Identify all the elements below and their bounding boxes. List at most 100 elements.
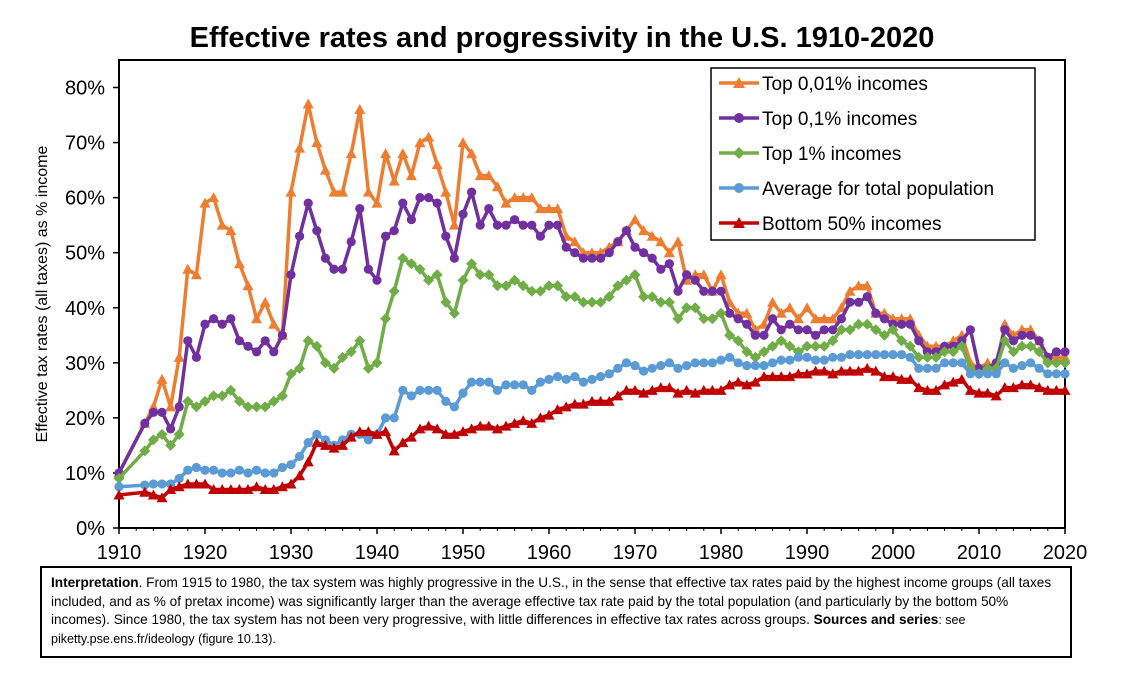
data-point: [423, 274, 435, 286]
data-point: [689, 387, 701, 398]
data-point: [431, 269, 443, 281]
data-point: [655, 296, 667, 308]
data-point: [311, 340, 323, 352]
y-tick-label: 30%: [65, 353, 105, 375]
data-point: [639, 366, 649, 376]
data-point: [639, 248, 649, 258]
legend-swatch-marker: [733, 217, 745, 228]
data-point: [861, 318, 873, 330]
data-point: [216, 219, 228, 230]
data-point: [156, 373, 168, 384]
data-point: [225, 384, 237, 396]
data-point: [706, 384, 718, 395]
data-point: [1017, 330, 1027, 340]
data-point: [432, 198, 442, 208]
data-point: [775, 335, 787, 347]
data-point: [165, 483, 177, 494]
data-point: [406, 391, 416, 401]
data-point: [715, 307, 727, 319]
legend-label: Top 0,01% incomes: [762, 74, 928, 95]
data-point: [1042, 384, 1054, 395]
data-point: [836, 314, 847, 324]
data-point: [620, 384, 632, 395]
data-point: [543, 409, 555, 420]
interpretation-text: . From 1915 to 1980, the tax system was …: [51, 575, 1052, 628]
data-point: [1026, 330, 1036, 340]
data-point: [337, 439, 349, 450]
data-point: [854, 349, 864, 360]
data-point: [569, 398, 581, 409]
data-point: [199, 197, 211, 208]
data-point: [312, 226, 322, 236]
data-point: [1034, 336, 1044, 346]
data-point: [905, 319, 915, 329]
data-point: [853, 365, 865, 376]
data-point: [345, 431, 357, 442]
data-point: [251, 313, 263, 324]
data-point: [758, 371, 770, 382]
data-point: [303, 438, 313, 448]
data-point: [663, 382, 675, 393]
data-point: [853, 318, 865, 330]
data-point: [295, 451, 305, 462]
data-point: [543, 280, 555, 292]
data-point: [801, 340, 813, 352]
data-point: [776, 325, 786, 335]
data-point: [1059, 351, 1071, 362]
data-point: [113, 489, 125, 500]
data-point: [1016, 379, 1028, 390]
data-point: [699, 358, 709, 368]
data-point: [354, 335, 366, 347]
data-point: [897, 319, 907, 329]
data-point: [234, 336, 244, 346]
data-point: [776, 355, 786, 365]
data-point: [879, 349, 890, 360]
data-point: [148, 407, 158, 417]
data-point: [544, 220, 554, 230]
data-point: [174, 402, 184, 412]
data-point: [914, 363, 924, 373]
data-point: [509, 215, 520, 225]
data-point: [965, 369, 976, 379]
data-point: [828, 352, 838, 362]
data-point: [191, 352, 201, 362]
y-tick-label: 10%: [65, 463, 105, 485]
data-point: [725, 352, 735, 362]
data-point: [165, 401, 177, 412]
y-tick-label: 50%: [65, 243, 105, 265]
series-1: [114, 187, 1070, 478]
legend-swatch-marker: [733, 147, 745, 159]
data-point: [233, 395, 245, 407]
data-point: [526, 285, 538, 297]
data-point: [922, 347, 933, 357]
data-point: [526, 192, 538, 203]
data-point: [904, 340, 916, 352]
data-point: [337, 351, 349, 363]
data-point: [509, 417, 521, 428]
data-point: [811, 355, 821, 365]
data-point: [466, 423, 478, 434]
data-point: [217, 319, 227, 329]
data-point: [733, 358, 743, 368]
data-point: [225, 483, 237, 494]
data-point: [381, 231, 391, 241]
data-point: [732, 335, 744, 347]
data-point: [844, 285, 856, 296]
data-point: [259, 483, 271, 494]
data-point: [793, 352, 804, 362]
data-point: [1007, 382, 1019, 393]
data-point: [818, 365, 830, 376]
x-tick-label: 1910: [97, 542, 142, 564]
data-point: [844, 365, 856, 376]
data-point: [629, 214, 641, 225]
data-point: [1026, 358, 1036, 368]
data-point: [716, 355, 726, 365]
data-point: [818, 313, 830, 324]
data-point: [715, 384, 727, 395]
data-point: [741, 307, 753, 318]
data-point: [389, 226, 399, 236]
data-point: [286, 460, 296, 470]
data-point: [741, 346, 753, 358]
data-point: [595, 395, 607, 406]
data-point: [785, 319, 795, 329]
